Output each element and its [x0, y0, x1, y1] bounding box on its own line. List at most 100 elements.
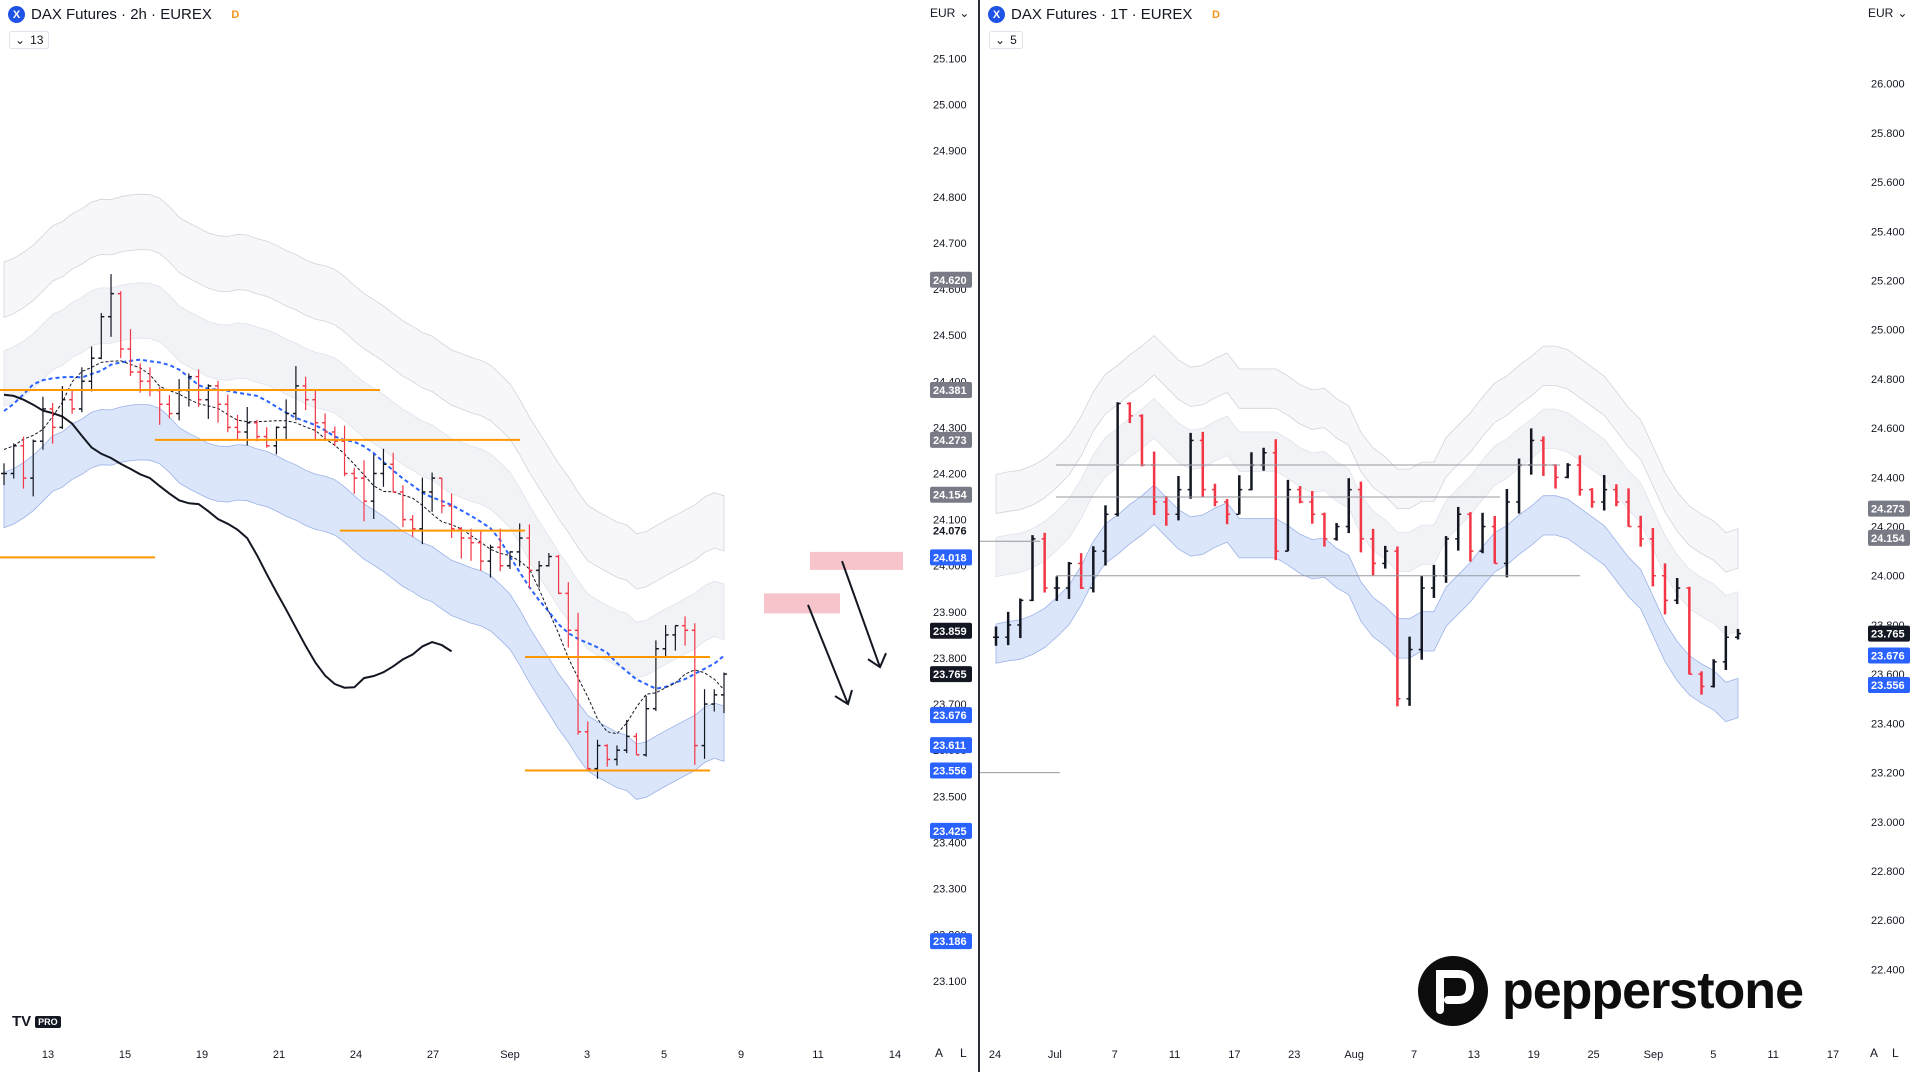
chart-title[interactable]: DAX Futures · 1T · EUREX	[1011, 6, 1193, 23]
down-arrow-head	[834, 689, 853, 706]
time-axis-tick: 19	[1528, 1049, 1540, 1061]
price-label-tag	[930, 382, 972, 399]
indicators-toggle[interactable]: ⌄ 13	[9, 31, 50, 49]
pro-badge: PRO	[35, 1015, 61, 1028]
chevron-down-icon: ⌄	[959, 6, 970, 20]
currency-select[interactable]: EUR ⌄	[1868, 6, 1907, 20]
price-label-tag	[930, 822, 972, 839]
time-axis-tick: 11	[812, 1049, 823, 1061]
auto-scale-button[interactable]: A	[935, 1046, 944, 1060]
chart-canvas-2h[interactable]: 25.10025.00024.90024.80024.70024.60024.5…	[0, 0, 978, 1072]
price-label-tag	[930, 762, 972, 779]
chevron-down-icon: ⌄	[1897, 6, 1908, 20]
tv-logo-text: TV	[12, 1013, 32, 1030]
time-axis-tick: 5	[661, 1049, 667, 1061]
tradingview-logo: TV PRO	[12, 1013, 61, 1030]
price-label: 24.154	[933, 490, 968, 502]
price-axis-tick: 24.500	[933, 330, 967, 342]
price-axis-tick: 25.600	[1871, 177, 1905, 189]
price-label: 23.765	[933, 669, 967, 681]
time-axis-tick: 25	[1587, 1049, 1599, 1061]
time-axis-tick: 24	[989, 1049, 1001, 1061]
price-axis-tick: 23.000	[1871, 817, 1905, 829]
price-axis-tick: 24.200	[933, 468, 967, 480]
chevron-down-icon: ⌄	[15, 33, 26, 47]
price-label-tag	[1868, 625, 1910, 642]
price-axis-tick: 24.000	[1871, 571, 1905, 583]
price-axis-tick: 23.200	[1871, 768, 1905, 780]
down-arrow-shaft	[841, 560, 881, 668]
time-axis-tick: 7	[1411, 1049, 1417, 1061]
time-axis-tick: Aug	[1344, 1049, 1364, 1061]
chart-pane-2h[interactable]: X DAX Futures · 2h · EUREX D ⌄ 13 EUR ⌄ …	[0, 0, 980, 1072]
delayed-badge: D	[231, 8, 240, 21]
price-axis-tick: 25.200	[1871, 276, 1905, 288]
chart-canvas-1d[interactable]: 26.000 25.800 25.600 25.400 25.200 25.000 24.8…	[980, 0, 1913, 1072]
delayed-badge: D	[1211, 8, 1220, 21]
auto-scale-button[interactable]: A	[1870, 1046, 1879, 1060]
price-label-tag	[930, 737, 972, 754]
chart-pane-1d[interactable]: X DAX Futures · 1T · EUREX D ⌄ 5 EUR ⌄ 2…	[980, 0, 1913, 1072]
time-axis-tick: 14	[889, 1049, 901, 1061]
price-label: 24.018	[933, 552, 967, 564]
price-label-tag	[930, 622, 972, 639]
price-label: 23.186	[933, 936, 967, 948]
price-axis-tick: 23.400	[933, 837, 967, 849]
time-axis-tick: 24	[350, 1049, 362, 1061]
upper-envelope-band	[3, 282, 725, 679]
price-axis-tick: 24.400	[1871, 472, 1905, 484]
brand-name: pepperstone	[1501, 962, 1804, 1020]
indicators-toggle[interactable]: ⌄ 5	[989, 31, 1023, 49]
log-scale-button[interactable]: L	[1892, 1046, 1899, 1060]
price-label: 23.859	[933, 626, 967, 638]
resistance-zone	[764, 593, 840, 614]
symbol-header[interactable]: X DAX Futures · 1T · EUREX D	[988, 6, 1223, 23]
pepperstone-brand: pepperstone	[1417, 956, 1804, 1026]
price-label-tag	[930, 431, 972, 448]
price-axis-tick: 23.400	[1871, 718, 1905, 730]
time-axis-tick: 19	[196, 1049, 208, 1061]
price-axis-tick: 25.000	[1871, 325, 1905, 337]
symbol-header[interactable]: X DAX Futures · 2h · EUREX D	[8, 6, 243, 23]
price-axis-tick: 25.100	[933, 53, 967, 65]
log-scale-button[interactable]: L	[960, 1046, 967, 1060]
price-label: 23.676	[933, 710, 967, 722]
price-axis-tick: 23.500	[933, 791, 967, 803]
currency-label: EUR	[1868, 6, 1894, 20]
time-axis-tick: 13	[42, 1049, 54, 1061]
price-axis-tick: 23.100	[933, 976, 967, 988]
price-label: 24.273	[933, 435, 967, 447]
moving-average-blue	[3, 358, 725, 690]
price-label-tag	[930, 666, 972, 683]
outer-envelope-band	[995, 334, 1739, 573]
time-axis-tick: Jul	[1048, 1049, 1062, 1061]
chart-title[interactable]: DAX Futures · 2h · EUREX	[31, 6, 212, 23]
time-axis-tick: 3	[584, 1049, 590, 1061]
exchange-icon: X	[988, 6, 1005, 23]
price-label-tag	[1868, 647, 1910, 664]
time-axis-tick: 5	[1710, 1049, 1716, 1061]
price-axis-tick: 24.800	[933, 192, 967, 204]
time-axis-tick: 9	[738, 1049, 744, 1061]
price-axis-tick: 24.700	[933, 238, 967, 250]
price-axis-tick: 23.900	[933, 607, 967, 619]
price-label: 23.556	[1871, 680, 1905, 692]
price-label-tag	[930, 933, 972, 950]
price-label: 23.765	[1871, 629, 1905, 641]
price-axis-tick: 22.600	[1871, 915, 1905, 927]
cloud-band	[995, 484, 1739, 723]
time-axis-tick: 21	[273, 1049, 285, 1061]
time-axis-tick: 7	[1112, 1049, 1118, 1061]
down-arrow-shaft	[807, 604, 849, 705]
price-label: 24.273	[1871, 504, 1905, 516]
exchange-icon: X	[8, 6, 25, 23]
price-axis-tick: 23.300	[933, 884, 967, 896]
time-axis-tick: 13	[1468, 1049, 1480, 1061]
time-axis-tick: 17	[1827, 1049, 1839, 1061]
outer-envelope-band	[3, 193, 725, 590]
pepperstone-logo-icon	[1417, 956, 1488, 1026]
price-label: 23.425	[933, 826, 967, 838]
down-arrow-head	[867, 652, 887, 669]
price-label: 24.620	[933, 275, 967, 287]
currency-select[interactable]: EUR ⌄	[930, 6, 969, 20]
